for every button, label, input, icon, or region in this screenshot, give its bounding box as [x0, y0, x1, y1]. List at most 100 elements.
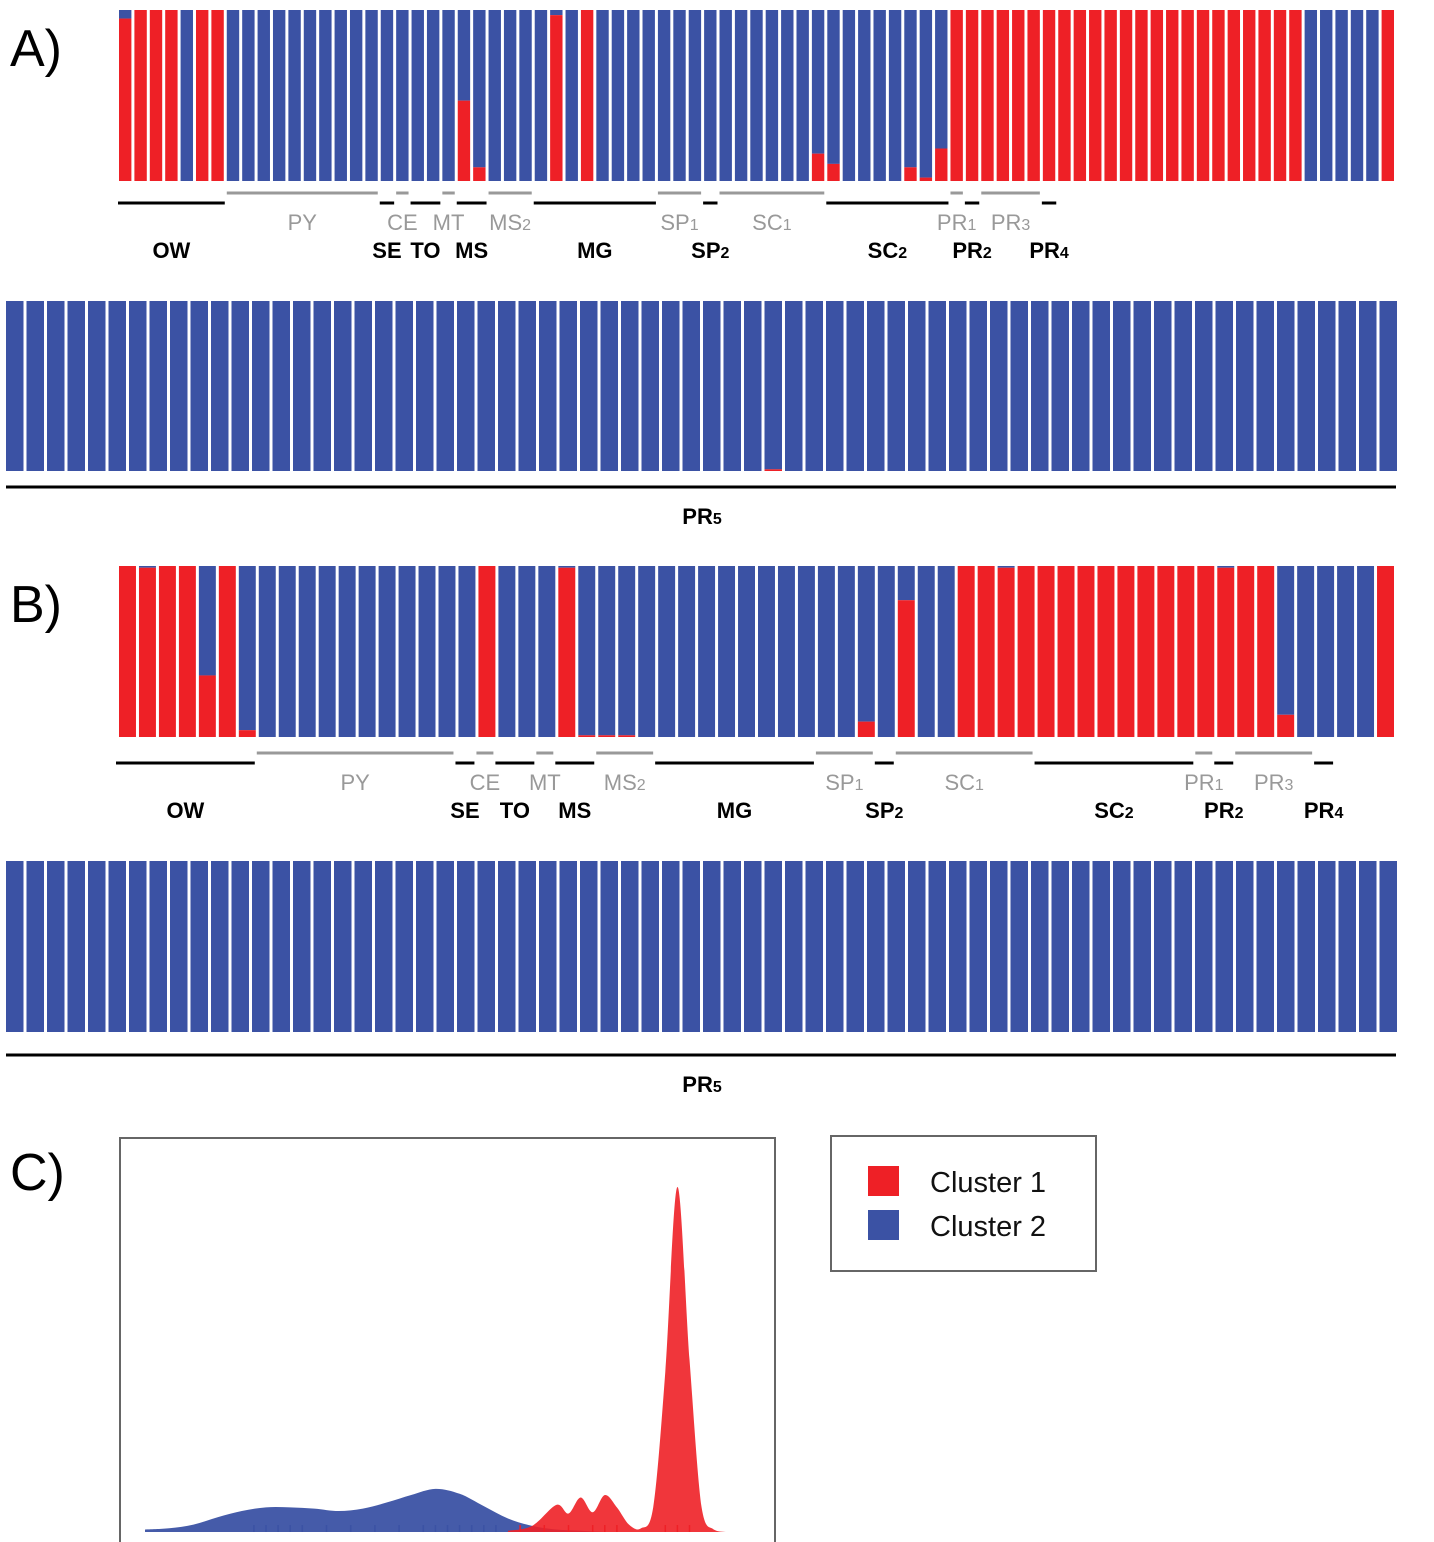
panel-b-group-label-pr2: PR2 [1204, 798, 1244, 823]
panel-b-cluster1-bar-49 [1077, 566, 1095, 737]
panel-a-cluster1-bar-55 [950, 10, 963, 181]
panel-a-cluster2-bar-29 [550, 10, 563, 16]
panel-a-cluster2-bar-1 [119, 10, 132, 19]
panel-b-row2-cluster2-bar-27 [539, 861, 557, 1032]
panel-b-cluster1-bar-2 [138, 567, 156, 737]
panel-a-cluster2-bar-51 [888, 10, 902, 181]
panel-b-cluster1-bar-48 [1057, 566, 1075, 737]
panel-a-row2-cluster2-bar-50 [1010, 301, 1028, 471]
panel-a-cluster1-bar-73 [1227, 10, 1241, 181]
panel-a-row2-cluster2-bar-58 [1174, 301, 1192, 471]
panel-b-cluster2-bar-5 [198, 566, 216, 676]
panel-b-row2-cluster2-bar-6 [108, 861, 126, 1032]
panel-a-cluster1-bar-71 [1196, 10, 1210, 181]
panel-a-cluster2-bar-25 [488, 10, 501, 181]
panel-a-row2-cluster2-bar-10 [190, 301, 208, 471]
panel-b-row2-cluster2-bar-30 [600, 861, 618, 1032]
panel-b-row2-cluster2-bar-33 [662, 861, 680, 1032]
panel-a-cluster1-bar-23 [457, 100, 471, 181]
panel-a-group-label-pr1: PR1 [937, 210, 977, 235]
panel-b-row2-cluster2-bar-67 [1359, 861, 1377, 1032]
panel-a-row2-cluster2-bar-37 [744, 301, 762, 471]
panel-a-cluster2-bar-49 [858, 10, 871, 181]
panel-a-row2-cluster2-bar-6 [108, 301, 126, 471]
panel-a-cluster2-bar-5 [180, 10, 193, 181]
panel-b-row2-cluster2-bar-29 [580, 861, 598, 1032]
panel-a-cluster2-bar-9 [242, 10, 255, 181]
panel-a-group-label-se: SE [372, 238, 401, 263]
panel-b-cluster1-bar-57 [1237, 566, 1255, 737]
panel-b-row2-cluster2-bar-42 [846, 861, 864, 1032]
panel-a-row2-cluster2-bar-2 [26, 301, 44, 471]
panel-a-cluster2-bar-50 [873, 10, 886, 181]
panel-b-group-label-pr4: PR4 [1304, 798, 1344, 823]
panel-a-group-label-sc1: SC1 [752, 210, 792, 235]
panel-b-row2-cluster2-bar-19 [375, 861, 393, 1032]
panel-b-cluster1-bar-56 [1217, 567, 1235, 737]
panel-a-cluster1-bar-61 [1042, 10, 1056, 181]
panel-b-row2-cluster2-bar-11 [211, 861, 229, 1032]
panel-b-row2-cluster2-bar-57 [1154, 861, 1172, 1032]
panel-b-row2-cluster2-bar-58 [1174, 861, 1192, 1032]
panel-a-cluster1-bar-2 [134, 10, 147, 181]
panel-b-cluster1-bar-6 [218, 566, 236, 737]
panel-b-cluster2-bar-10 [298, 566, 316, 737]
panel-a-row2-cluster2-bar-21 [416, 301, 434, 471]
panel-b-row2-cluster2-bar-51 [1031, 861, 1049, 1032]
panel-a-cluster2-bar-43 [765, 10, 779, 181]
panel-b-row2-cluster2-bar-4 [67, 861, 85, 1032]
panel-b-cluster2-bar-9 [278, 566, 296, 737]
panel-b-cluster2-bar-62 [1337, 566, 1355, 737]
panel-b-row2-cluster2-bar-3 [47, 861, 65, 1032]
panel-a-cluster1-bar-75 [1258, 10, 1271, 181]
panel-b-cluster1-bar-26 [618, 735, 636, 737]
panel-a-row2-cluster2-bar-59 [1195, 301, 1213, 471]
panel-b-cluster2-bar-11 [318, 566, 336, 737]
panel-b-row2-cluster2-bar-60 [1215, 861, 1233, 1032]
panel-a-row2-cluster2-bar-11 [211, 301, 229, 471]
panel-b-row2-cluster2-bar-32 [641, 861, 659, 1032]
panel-b-row2-cluster2-bar-41 [826, 861, 844, 1032]
panel-b-row2-cluster2-bar-37 [744, 861, 762, 1032]
panel-b-group-label-ce: CE [470, 770, 501, 795]
panel-b-cluster1-bar-1 [119, 566, 136, 737]
panel-a-row2-cluster2-bar-54 [1092, 301, 1110, 471]
panel-a-row2-cluster2-bar-23 [457, 301, 475, 471]
panel-b-cluster1-bar-51 [1117, 566, 1135, 737]
panel-a-cluster1-bar-74 [1243, 10, 1256, 181]
panel-a-cluster2-bar-36 [657, 10, 671, 181]
panel-b-cluster2-bar-56 [1217, 566, 1235, 568]
panel-b-cluster2-bar-40 [897, 566, 915, 601]
panel-b-row2-cluster2-bar-56 [1133, 861, 1151, 1032]
panel-a-row2-cluster2-bar-17 [334, 301, 352, 471]
panel-a-cluster2-bar-30 [565, 10, 578, 181]
panel-a-cluster2-bar-39 [704, 10, 717, 181]
panel-b-row2-cluster2-bar-45 [908, 861, 926, 1032]
panel-b-row2-cluster2-bar-9 [170, 861, 188, 1032]
panel-a-row2-cluster2-bar-55 [1113, 301, 1131, 471]
panel-a-cluster1-bar-65 [1104, 10, 1117, 181]
panel-b-cluster2-bar-29 [678, 566, 696, 737]
panel-a-row2-cluster2-bar-39 [785, 301, 803, 471]
panel-a-group-label-pr4: PR4 [1029, 238, 1069, 263]
panel-a-cluster2-bar-45 [796, 10, 809, 181]
panel-b-row2-cluster2-bar-68 [1379, 861, 1397, 1032]
panel-a-cluster2-bar-12 [288, 10, 301, 181]
panel-a-cluster2-bar-53 [919, 10, 933, 178]
panel-b-cluster2-bar-42 [937, 566, 955, 737]
panel-a-row2-cluster2-bar-57 [1154, 301, 1172, 471]
panel-a-cluster1-bar-62 [1058, 10, 1071, 181]
panel-a-cluster1-bar-58 [996, 10, 1010, 181]
panel-a-cluster2-bar-11 [272, 10, 286, 181]
panel-c-letter: C) [10, 1144, 65, 1202]
panel-a-cluster2-bar-80 [1335, 10, 1348, 181]
panel-a-group-label-ow: OW [152, 238, 190, 263]
panel-b-cluster2-bar-26 [618, 566, 636, 736]
panel-b-group-label-se: SE [450, 798, 479, 823]
panel-b-group-label-sc1: SC1 [944, 770, 984, 795]
panel-b-cluster2-bar-38 [857, 566, 875, 722]
panel-a-row2-group-label-pr5: PR5 [682, 504, 722, 529]
panel-a-cluster2-bar-23 [457, 10, 471, 101]
panel-b-row2-cluster2-bar-40 [805, 861, 823, 1032]
